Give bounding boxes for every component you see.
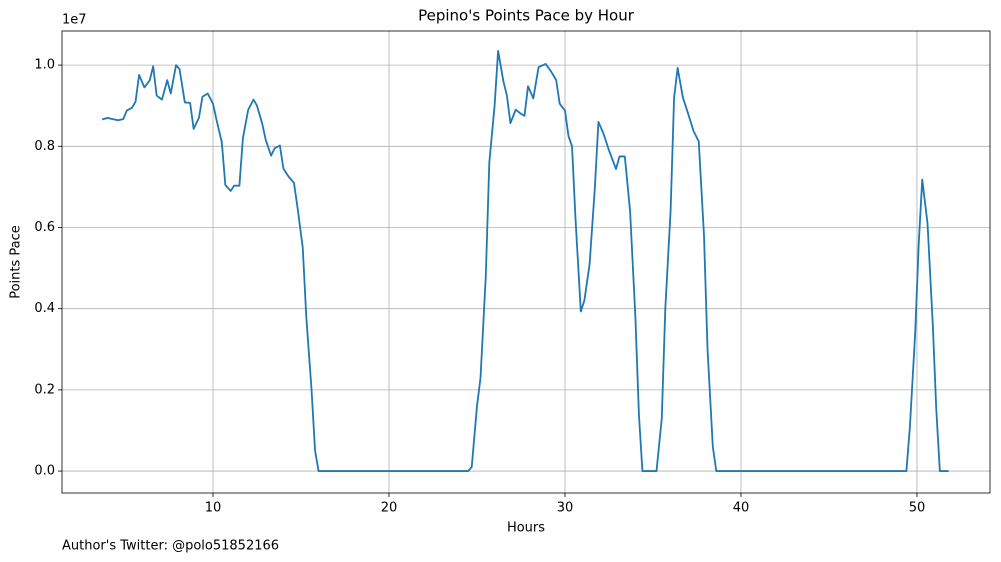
x-tick-label: 50 [909, 501, 926, 516]
y-tick-label: 0.6 [34, 220, 55, 235]
y-offset-label: 1e7 [62, 13, 87, 28]
data-line [101, 49, 949, 472]
x-tick-label: 40 [733, 501, 750, 516]
x-axis-label: Hours [507, 521, 545, 536]
y-tick-label: 0.4 [34, 301, 55, 316]
y-axis-label: Points Pace [9, 225, 24, 299]
y-tick-label: 0.2 [34, 382, 55, 397]
y-tick-label: 0.0 [34, 464, 55, 479]
x-tick-label: 30 [557, 501, 574, 516]
footnote: Author's Twitter: @polo51852166 [62, 539, 279, 554]
x-tick-label: 20 [381, 501, 398, 516]
x-tick-label: 10 [205, 501, 222, 516]
y-tick-label: 0.8 [34, 139, 55, 154]
chart-title: Pepino's Points Pace by Hour [418, 7, 635, 25]
plot-frame [61, 30, 991, 494]
y-tick-label: 1.0 [34, 58, 55, 73]
